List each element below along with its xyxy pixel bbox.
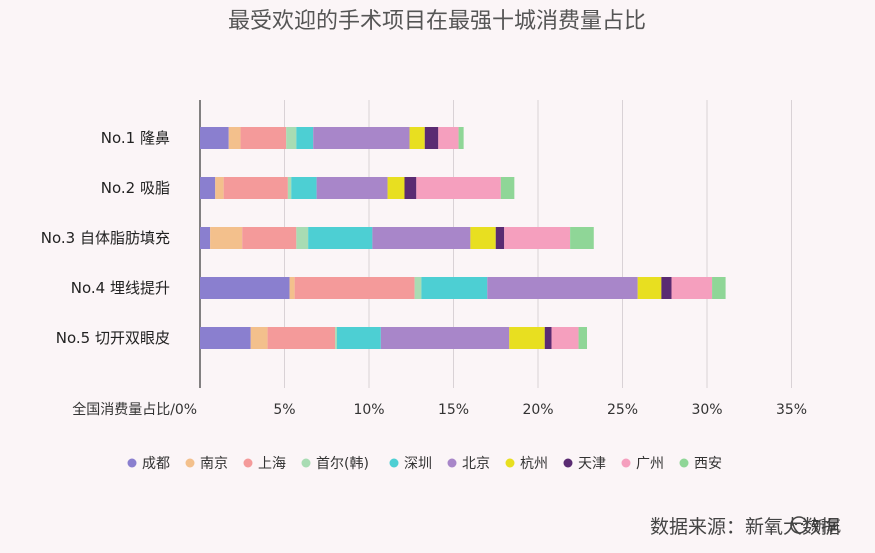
category-label: No.5 切开双眼皮: [56, 329, 170, 347]
bar-segment: [316, 177, 388, 199]
legend-label: 深圳: [404, 456, 432, 472]
bars: [200, 127, 726, 349]
bar-segment: [308, 227, 373, 249]
bar-segment: [335, 327, 337, 349]
legend-swatch: [563, 458, 573, 468]
legend-label: 首尔(韩): [316, 456, 369, 472]
legend-label: 成都: [142, 456, 170, 472]
bar-segment: [267, 327, 336, 349]
bar-segment: [215, 177, 224, 199]
bar-segment: [551, 327, 579, 349]
bar-segment: [509, 327, 545, 349]
legend-swatch: [301, 458, 311, 468]
bar-segment: [289, 277, 295, 299]
bar-segment: [313, 127, 410, 149]
bar-segment: [294, 277, 415, 299]
legend-label: 南京: [200, 456, 228, 472]
bar-segment: [438, 127, 459, 149]
x-tick-label: 35%: [776, 402, 807, 418]
bar-segment: [421, 277, 488, 299]
category-label: No.1 隆鼻: [101, 129, 170, 147]
x-tick-label: 30%: [691, 402, 722, 418]
category-label: No.3 自体脂肪填充: [41, 229, 170, 247]
legend-label: 西安: [694, 456, 722, 472]
bar-segment: [200, 127, 229, 149]
xinyang-logo-icon: 新氧: [790, 516, 841, 535]
bar-segment: [470, 227, 496, 249]
svg-text:新氧: 新氧: [811, 517, 841, 535]
bar-segment: [504, 227, 571, 249]
bar-segment: [487, 277, 638, 299]
legend-swatch: [243, 458, 253, 468]
x-tick-label: 25%: [607, 402, 638, 418]
bar-segment: [372, 227, 471, 249]
bar-segment: [223, 177, 288, 199]
bar-segment: [404, 177, 417, 199]
bar-segment: [336, 327, 381, 349]
category-labels: No.1 隆鼻 No.2 吸脂 No.3 自体脂肪填充 No.4 埋线提升 No.5 切…: [41, 129, 170, 347]
legend-label: 杭州: [520, 456, 548, 472]
bar-segment: [296, 227, 309, 249]
x-axis-label: 全国消费量占比/: [72, 401, 175, 418]
bar-segment: [250, 327, 268, 349]
category-label: No.2 吸脂: [101, 179, 170, 197]
bar-segment: [200, 177, 216, 199]
bar-segment: [210, 227, 243, 249]
bar-segment: [287, 177, 292, 199]
bar-segment: [242, 227, 297, 249]
legend-swatch: [127, 458, 137, 468]
legend-label: 上海: [258, 456, 286, 472]
bar-segment: [291, 177, 317, 199]
bar-segment: [578, 327, 588, 349]
category-label: No.4 埋线提升: [71, 279, 170, 297]
bar-segment: [286, 127, 297, 149]
bar-segment: [671, 277, 713, 299]
x-tick-label: 15%: [438, 402, 469, 418]
legend-swatch: [447, 458, 457, 468]
bar-segment: [414, 277, 422, 299]
x-tick-label: 20%: [522, 402, 553, 418]
bar-segment: [387, 177, 405, 199]
bar-segment: [570, 227, 594, 249]
bar-segment: [296, 127, 314, 149]
legend-swatch: [679, 458, 689, 468]
bar-segment: [380, 327, 510, 349]
x-tick-label: 5%: [273, 402, 295, 418]
bar-segment: [240, 127, 287, 149]
chart-title: 最受欢迎的手术项目在最强十城消费量占比: [228, 9, 646, 34]
bar-segment: [200, 227, 211, 249]
legend-swatch: [505, 458, 515, 468]
legend-label: 北京: [462, 456, 490, 472]
bar-segment: [637, 277, 662, 299]
legend-label: 天津: [578, 456, 606, 472]
bar-segment: [416, 177, 501, 199]
x-tick-label: 10%: [353, 402, 384, 418]
bar-segment: [228, 127, 241, 149]
legend-swatch: [621, 458, 631, 468]
bar-segment: [200, 327, 251, 349]
bar-segment: [424, 127, 439, 149]
bar-segment: [409, 127, 425, 149]
bar-segment: [458, 127, 464, 149]
legend: 成都 南京 上海 首尔(韩) 深圳 北京 杭州 天津 广州 西安: [127, 456, 722, 472]
legend-label: 广州: [636, 456, 664, 472]
bar-segment: [500, 177, 515, 199]
legend-swatch: [185, 458, 195, 468]
bar-segment: [661, 277, 672, 299]
bar-segment: [200, 277, 290, 299]
legend-swatch: [389, 458, 399, 468]
x-tick-labels: 0% 5% 10% 15% 20% 25% 30% 35%: [175, 402, 807, 418]
bar-segment: [495, 227, 505, 249]
bar-segment: [544, 327, 552, 349]
bar-segment: [712, 277, 726, 299]
x-tick-label: 0%: [175, 402, 197, 418]
